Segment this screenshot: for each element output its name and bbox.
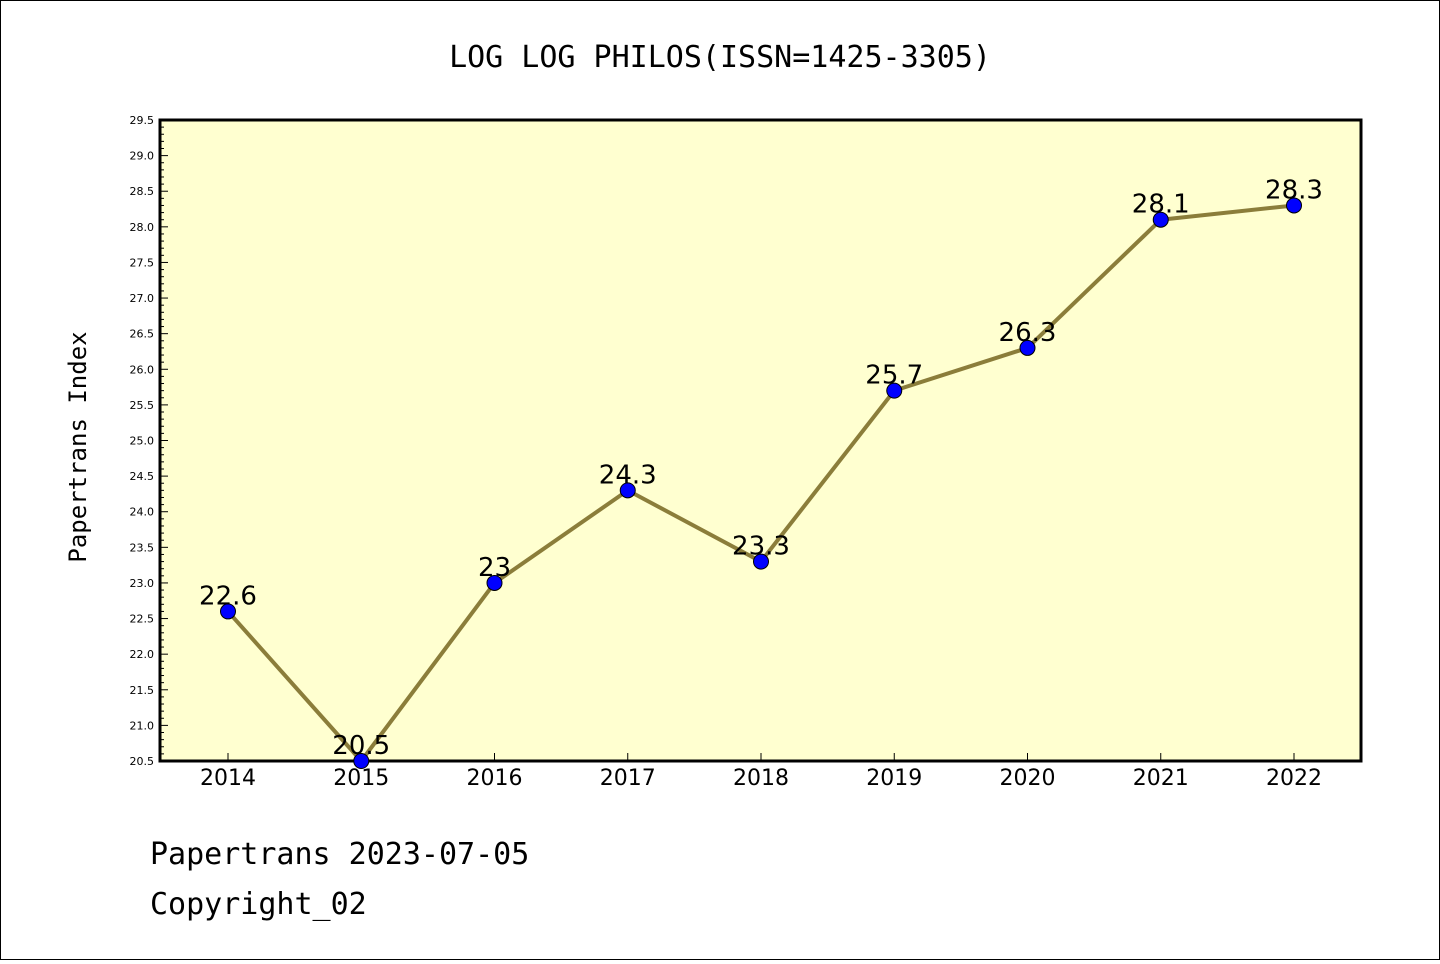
x-axis-ticks: 2014 2015 2016 2017 2018 2019 2020 2021 2022 [200, 753, 1322, 791]
data-point-marker [220, 603, 236, 620]
y-tick-label: 28.0 [130, 221, 155, 234]
data-label: 28.3 [1265, 175, 1323, 205]
data-point-marker [1286, 197, 1302, 214]
y-tick-label: 20.5 [130, 755, 155, 768]
x-tick-label: 2021 [1133, 766, 1189, 791]
data-label: 24.3 [599, 460, 657, 490]
x-tick-label: 2018 [733, 766, 789, 791]
data-label: 25.7 [865, 361, 923, 391]
y-tick-label: 23.5 [130, 541, 155, 554]
y-tick-label: 29.0 [130, 150, 155, 163]
x-tick-label: 2014 [200, 766, 256, 791]
chart-title: LOG LOG PHILOS(ISSN=1425-3305) [449, 40, 991, 75]
footer-date: Papertrans 2023-07-05 [150, 837, 529, 872]
x-tick-label: 2016 [467, 766, 523, 791]
y-tick-label: 23.0 [130, 577, 155, 590]
data-point-marker [486, 574, 503, 591]
y-tick-label: 25.5 [130, 399, 155, 412]
y-tick-label: 27.5 [130, 256, 155, 269]
y-tick-label: 29.5 [130, 114, 155, 127]
data-point-marker [1019, 339, 1036, 356]
x-tick-label: 2022 [1266, 766, 1322, 791]
y-tick-label: 26.5 [130, 328, 155, 341]
y-axis-label: Papertrans Index [64, 331, 92, 562]
y-tick-label: 26.0 [130, 363, 155, 376]
data-point-marker [353, 753, 370, 769]
data-label: 26.3 [999, 318, 1057, 348]
y-tick-label: 24.5 [130, 470, 155, 483]
data-label: 20.5 [332, 731, 390, 761]
data-point-marker [753, 553, 769, 570]
x-tick-label: 2020 [1000, 766, 1056, 791]
series-group: 22.6 20.5 23 24.3 23.3 25.7 26.3 28.1 28.3 [199, 175, 1323, 769]
x-tick-label: 2017 [600, 766, 656, 791]
y-tick-label: 27.0 [130, 292, 155, 305]
data-label: 28.1 [1132, 190, 1190, 220]
data-label: 22.6 [199, 581, 257, 611]
y-tick-label: 28.5 [130, 185, 155, 198]
x-tick-label: 2015 [333, 766, 389, 791]
y-tick-label: 21.5 [130, 684, 155, 697]
data-point-marker [1152, 211, 1169, 228]
y-tick-label: 25.0 [130, 435, 155, 448]
y-tick-label: 21.0 [130, 719, 155, 732]
data-point-marker [886, 382, 903, 399]
y-axis-ticks: 20.5 21.0 21.5 22.0 22.5 23.0 23.5 24.0 24.5 25.0… [130, 114, 168, 768]
data-point-marker [619, 482, 636, 499]
data-label: 23.3 [732, 532, 790, 562]
x-tick-label: 2019 [866, 766, 922, 791]
y-tick-label: 22.5 [130, 613, 155, 626]
footer-copyright: Copyright_02 [150, 887, 367, 922]
y-tick-label: 24.0 [130, 506, 155, 519]
data-label: 23 [478, 553, 511, 583]
y-tick-label: 22.0 [130, 648, 155, 661]
